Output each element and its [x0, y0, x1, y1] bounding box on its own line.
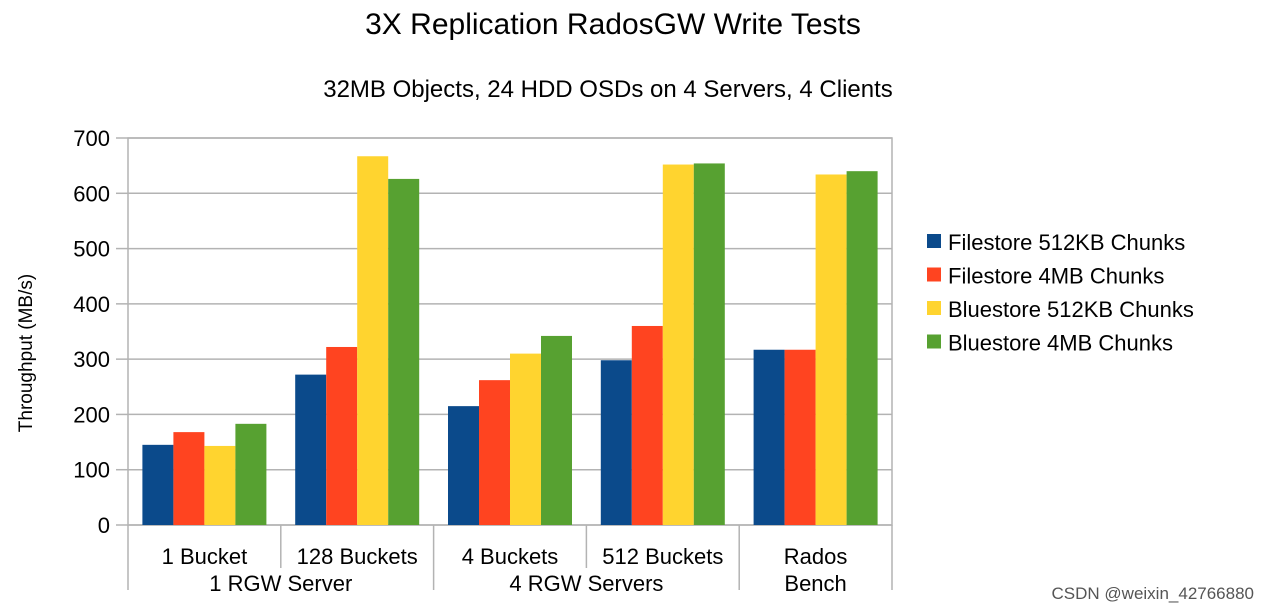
y-tick-label: 600: [73, 181, 110, 206]
legend-swatch: [927, 267, 941, 282]
chart-subtitle: 32MB Objects, 24 HDD OSDs on 4 Servers, …: [323, 76, 893, 103]
watermark: CSDN @weixin_42766880: [1052, 584, 1254, 603]
bar: [753, 349, 785, 525]
bar: [541, 335, 572, 525]
legend-swatch: [927, 301, 941, 315]
bar: [600, 360, 632, 525]
plot-area: 0 100 200 300 400 500 600 700 1 Bucket 128 Bucket…: [73, 126, 893, 596]
bar: [204, 445, 236, 525]
y-tick-label: 500: [73, 237, 110, 262]
x-group-label: 4 RGW Servers: [509, 571, 663, 596]
legend-label: Filestore 4MB Chunks: [948, 264, 1164, 289]
chart-title: 3X Replication RadosGW Write Tests: [365, 8, 861, 41]
x-category-label: 4 Buckets: [462, 544, 559, 569]
bar: [235, 423, 267, 525]
legend-label: Filestore 512KB Chunks: [948, 230, 1185, 255]
bar: [662, 164, 694, 525]
y-tick-label: 400: [73, 292, 110, 317]
legend-swatch: [927, 234, 941, 248]
legend-label: Bluestore 4MB Chunks: [948, 331, 1173, 356]
legend-swatch: [927, 334, 941, 349]
bar: [357, 156, 389, 525]
legend: Filestore 512KB Chunks Filestore 4MB Chun…: [927, 230, 1194, 356]
bar: [784, 349, 816, 525]
bar: [388, 178, 420, 525]
y-axis-label: Throughput (MB/s): [16, 274, 37, 432]
x-category-label: 512 Buckets: [602, 544, 723, 569]
bar: [815, 174, 847, 525]
bar: [479, 380, 510, 525]
bar: [846, 171, 878, 525]
x-category-label: 128 Buckets: [297, 544, 418, 569]
y-tick-label: 200: [73, 402, 110, 427]
y-tick-label: 100: [73, 458, 110, 483]
y-tick-label: 300: [73, 347, 110, 372]
x-category-label: Bench: [784, 571, 846, 596]
bar: [693, 163, 725, 525]
x-category-label: Rados: [784, 544, 848, 569]
y-tick-label: 700: [73, 126, 110, 151]
bar: [510, 353, 541, 525]
bar: [631, 325, 663, 525]
legend-label: Bluestore 512KB Chunks: [948, 297, 1194, 322]
y-tick-label: 0: [98, 513, 110, 538]
x-category-label: 1 Bucket: [162, 544, 248, 569]
bar: [295, 374, 327, 525]
bar: [326, 346, 358, 525]
bar: [173, 432, 205, 525]
x-group-label: 1 RGW Server: [209, 571, 352, 596]
bar: [448, 406, 479, 525]
bar: [142, 444, 174, 525]
